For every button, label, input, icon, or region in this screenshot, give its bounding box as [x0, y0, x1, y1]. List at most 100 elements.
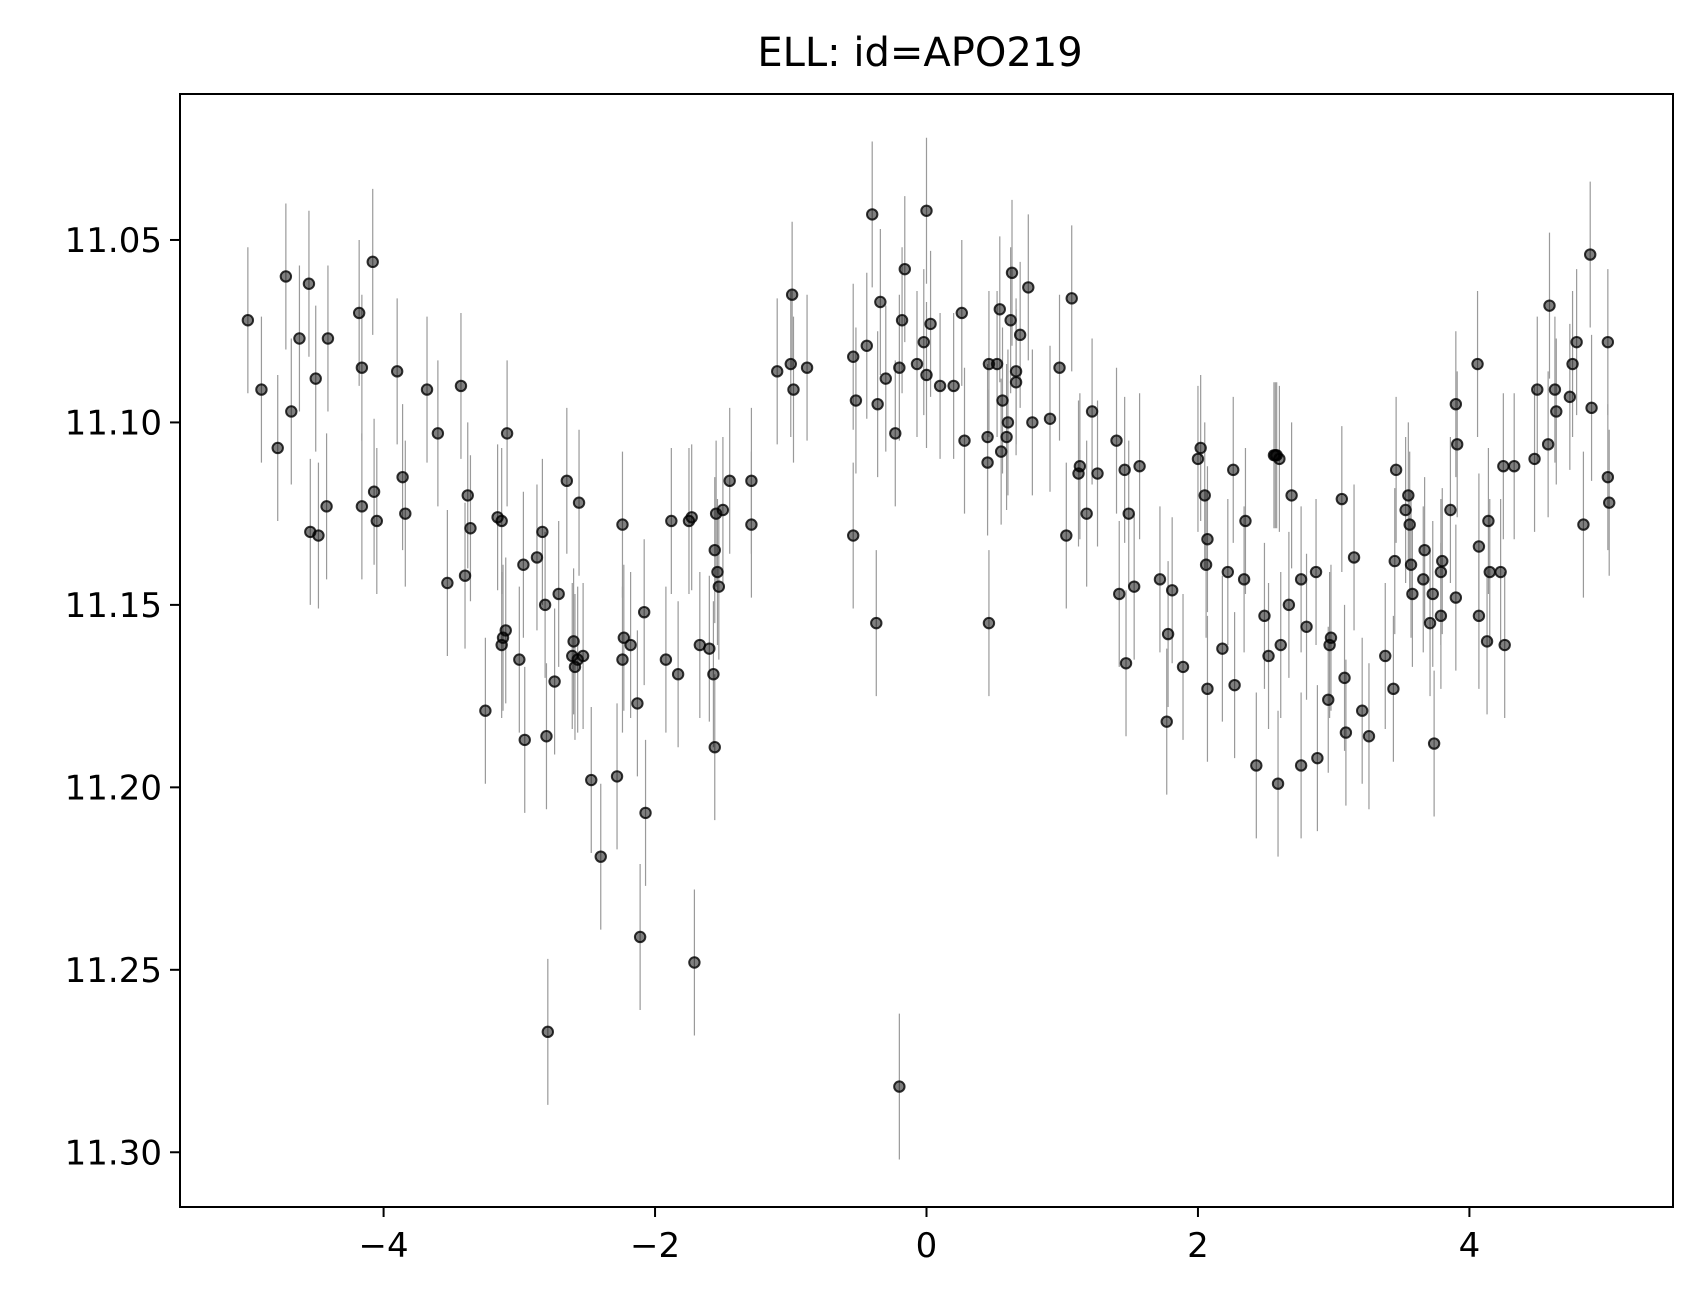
data-point	[1271, 777, 1285, 790]
data-point	[1053, 361, 1066, 374]
data-point	[312, 529, 325, 542]
data-point	[893, 1080, 906, 1093]
data-point	[1118, 463, 1131, 477]
y-tick-label: 11.15	[65, 586, 162, 626]
data-point	[1004, 314, 1017, 327]
data-point	[785, 288, 799, 301]
data-point	[1543, 299, 1556, 312]
y-tick-label: 11.30	[65, 1133, 162, 1173]
data-point	[1585, 401, 1598, 415]
data-point	[1176, 660, 1190, 674]
data-point	[1309, 565, 1323, 579]
data-point	[981, 456, 994, 469]
data-point	[271, 441, 284, 455]
data-point	[745, 474, 758, 488]
data-point	[1434, 609, 1448, 623]
data-point	[910, 357, 924, 371]
x-tick-label: 2	[1187, 1226, 1209, 1266]
y-tick-label: 11.10	[65, 403, 162, 443]
data-point	[567, 635, 580, 648]
data-point	[1528, 452, 1541, 466]
data-point	[917, 335, 930, 349]
data-point	[1406, 587, 1419, 601]
data-point	[1228, 678, 1241, 692]
data-point	[860, 339, 873, 352]
data-point	[1531, 383, 1544, 396]
data-point	[495, 514, 508, 528]
data-point	[1603, 496, 1616, 509]
data-point	[1201, 533, 1214, 546]
data-point	[1601, 335, 1615, 349]
data-point	[352, 306, 366, 320]
data-point	[1239, 514, 1252, 528]
data-point	[1472, 540, 1486, 553]
data-point	[982, 616, 996, 630]
data-point	[1541, 438, 1555, 451]
data-point	[723, 474, 736, 488]
data-point	[1073, 460, 1087, 473]
x-axis: −4 −2 0 2 4	[359, 1207, 1480, 1266]
data-point	[996, 394, 1009, 407]
points-layer	[241, 204, 1616, 1093]
data-point	[1402, 489, 1415, 502]
data-point	[1379, 649, 1392, 663]
data-point	[1127, 580, 1141, 593]
data-point	[924, 317, 937, 331]
data-point	[241, 314, 255, 327]
data-point	[800, 361, 814, 374]
data-point	[536, 525, 549, 539]
data-point	[441, 576, 454, 590]
data-point	[320, 500, 333, 513]
data-point	[355, 361, 369, 374]
data-point	[1548, 383, 1562, 396]
y-tick-label: 11.25	[65, 951, 162, 991]
data-point	[479, 704, 492, 717]
data-point	[1577, 518, 1590, 531]
data-point	[1199, 558, 1213, 571]
data-point	[321, 332, 335, 345]
data-point	[396, 470, 409, 484]
data-point	[1450, 438, 1464, 451]
data-point	[279, 270, 293, 283]
data-point	[688, 956, 701, 969]
data-point	[847, 529, 860, 542]
data-point	[1274, 638, 1287, 652]
data-point	[617, 631, 631, 644]
data-point	[518, 733, 531, 747]
data-point	[671, 668, 685, 681]
data-point	[560, 474, 574, 488]
data-point	[633, 930, 647, 944]
data-point	[870, 616, 883, 630]
data-point	[624, 638, 637, 652]
data-point	[1480, 635, 1494, 648]
data-point	[616, 653, 629, 666]
data-point	[1388, 554, 1401, 568]
x-tick-label: 0	[916, 1226, 938, 1266]
data-point	[874, 295, 887, 309]
data-point	[500, 427, 514, 440]
data-point	[1227, 463, 1240, 477]
data-point	[1009, 376, 1023, 389]
data-point	[993, 303, 1006, 316]
data-point	[594, 850, 607, 863]
data-point	[309, 372, 322, 385]
data-point	[1399, 503, 1412, 517]
data-point	[1005, 266, 1019, 280]
data-point	[355, 500, 369, 513]
data-point	[1221, 565, 1235, 579]
data-point	[893, 361, 906, 374]
data-point	[1160, 715, 1173, 728]
data-point	[1601, 470, 1615, 484]
data-point	[517, 558, 530, 571]
data-point	[685, 511, 698, 524]
data-point	[879, 372, 892, 385]
data-point	[1338, 671, 1351, 685]
data-point	[990, 357, 1004, 371]
data-point	[366, 255, 379, 269]
data-point	[538, 598, 552, 612]
data-point	[458, 569, 472, 582]
data-point	[1483, 565, 1496, 579]
data-point	[293, 332, 306, 345]
data-point	[1566, 357, 1579, 371]
data-point	[1122, 507, 1135, 520]
